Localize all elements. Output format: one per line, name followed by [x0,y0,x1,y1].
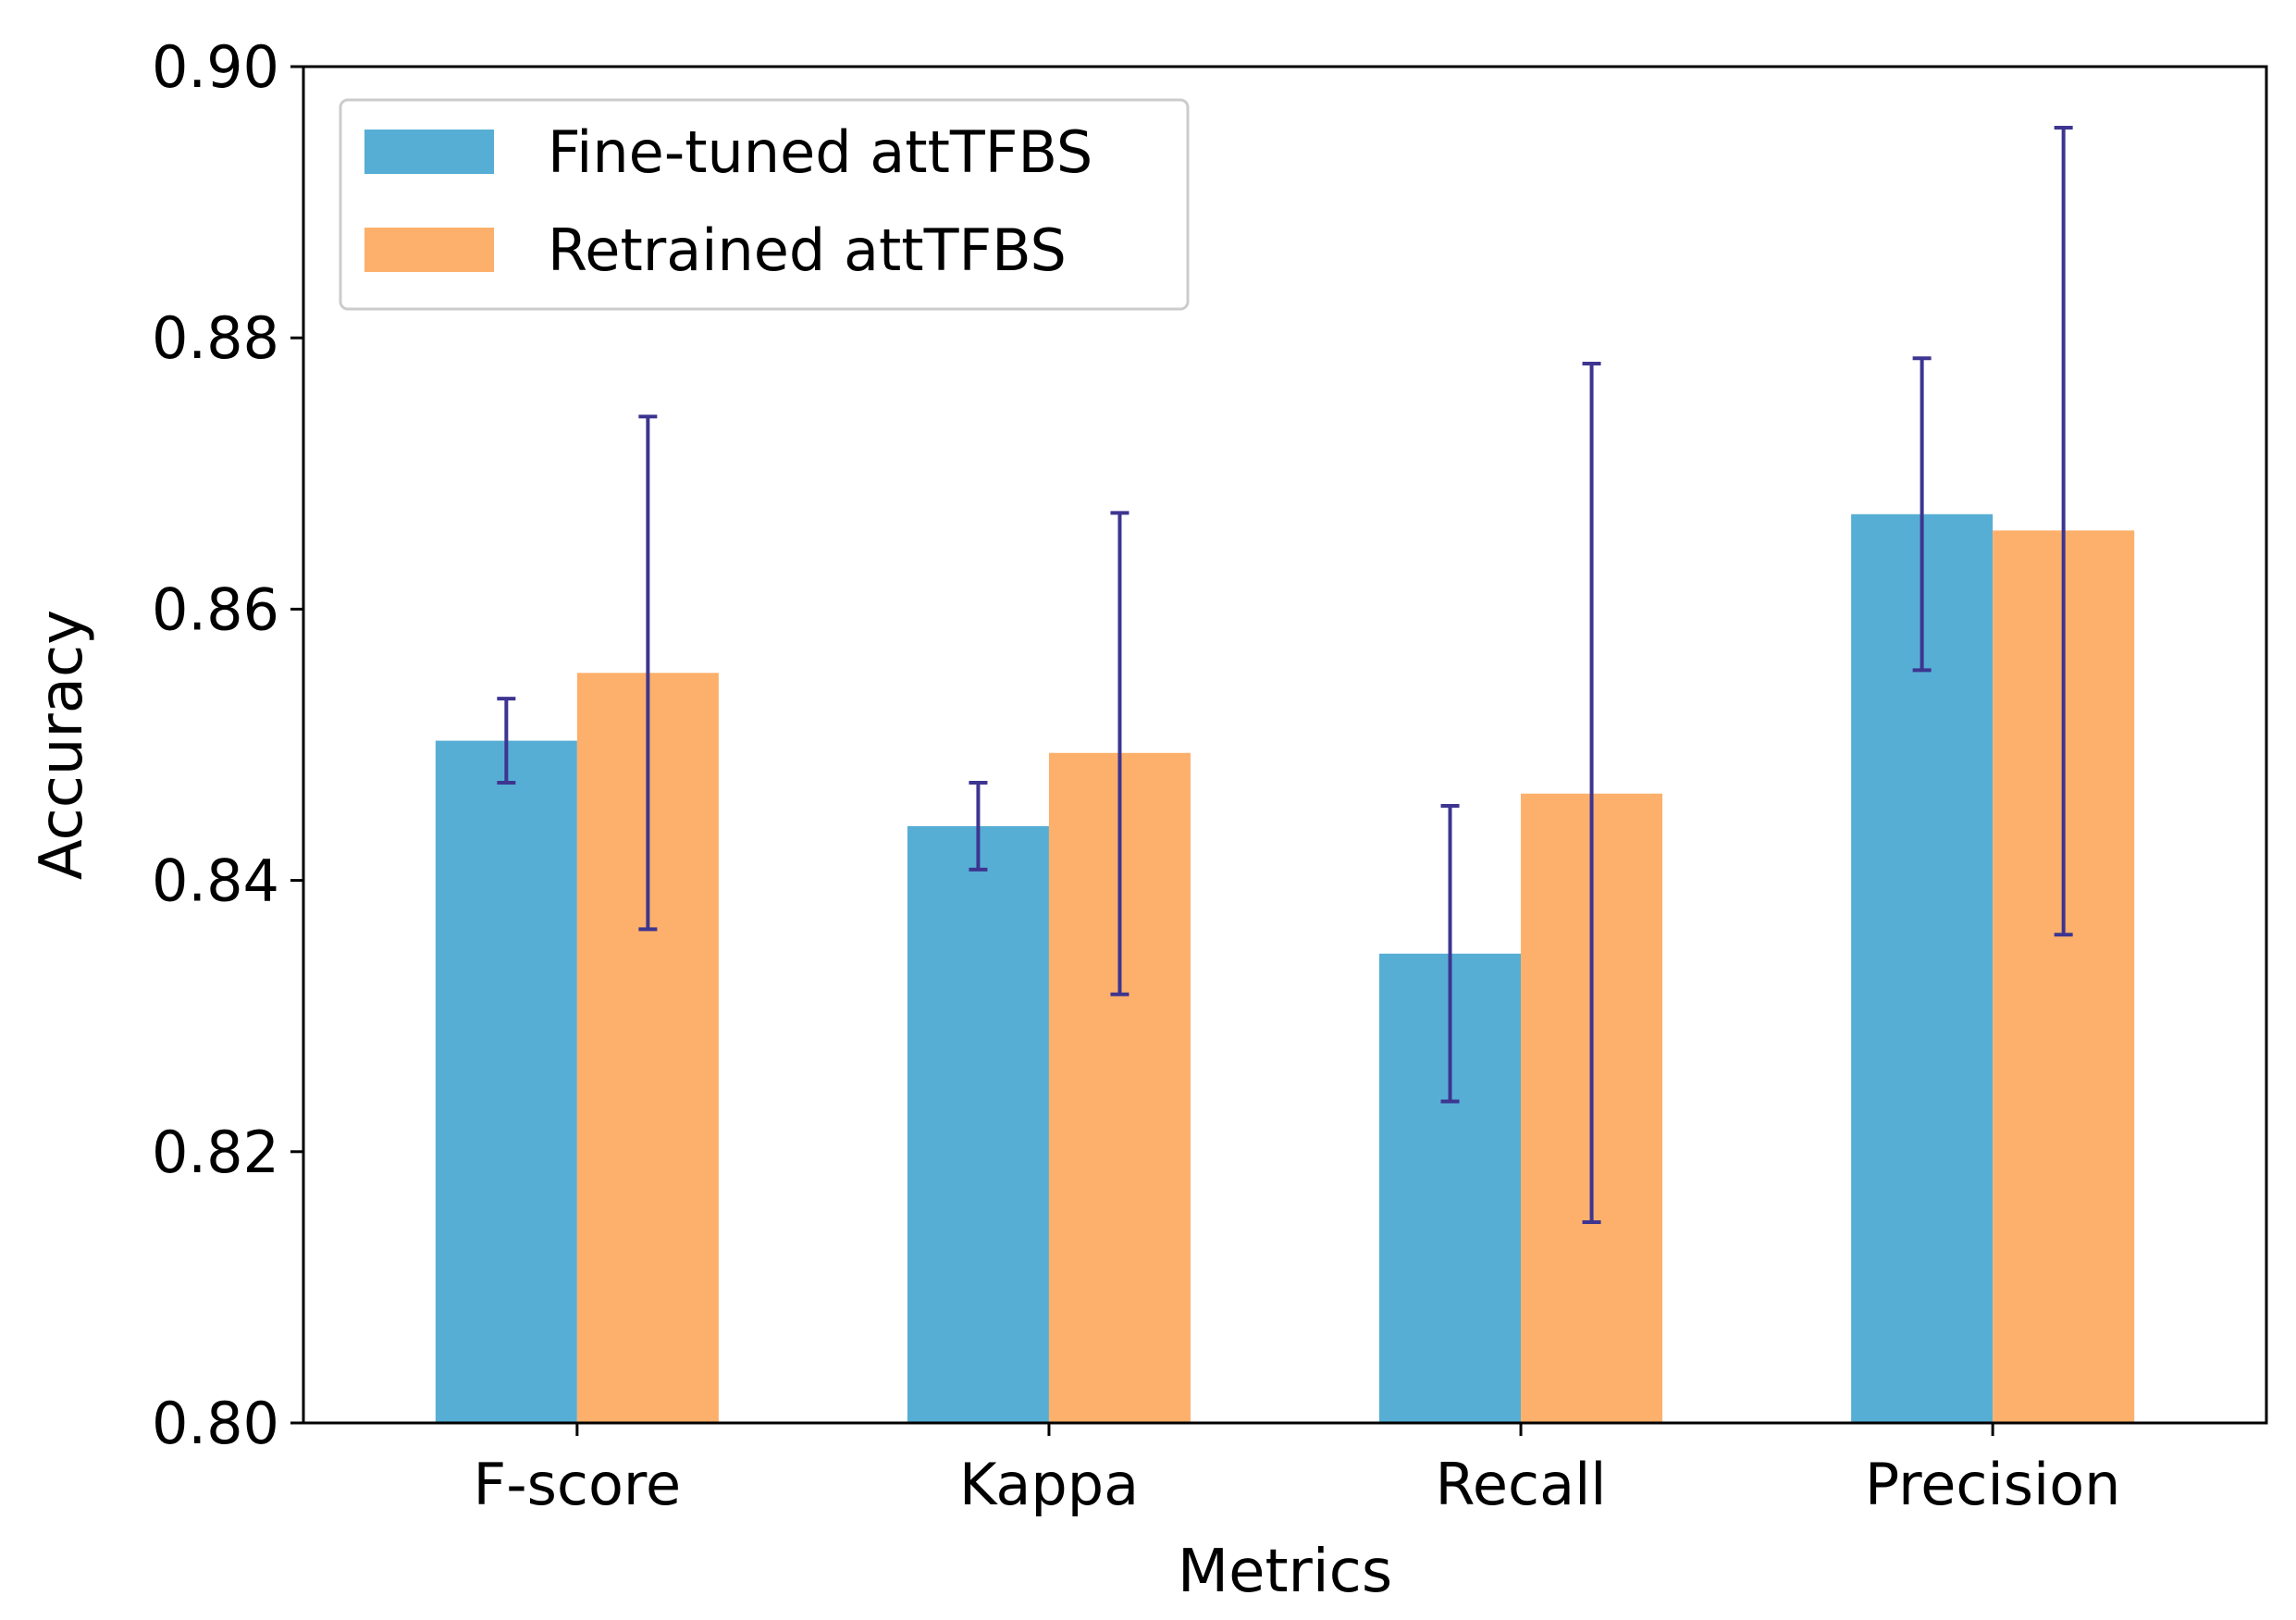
y-axis-label: Accuracy [28,610,96,880]
x-tick-label-recall: Recall [1436,1451,1607,1518]
legend-swatch-fine-tuned [364,130,494,174]
y-tick-label: 0.84 [152,847,279,915]
error-bar-fine-tuned-atttfbs-precision [1912,356,1932,673]
y-tick-label: 0.86 [152,575,279,643]
y-tick-label: 0.88 [152,304,279,372]
bar-fine-tuned-atttfbs-f-score [435,740,577,1423]
error-bar-fine-tuned-atttfbs-recall [1440,803,1460,1104]
bar-fine-tuned-atttfbs-kappa [907,825,1049,1423]
x-axis-label: Metrics [1178,1538,1392,1606]
x-axis: F-score Kappa Recall Precision [474,1423,2121,1518]
error-bar-retrained-atttfbs-recall [1582,362,1601,1225]
x-tick-label-precision: Precision [1865,1451,2121,1518]
y-tick-label: 0.90 [152,33,279,101]
error-bar-retrained-atttfbs-f-score [638,414,658,932]
error-bars-layer [497,125,2073,1225]
x-tick-label-f-score: F-score [474,1451,682,1518]
error-bar-retrained-atttfbs-kappa [1110,511,1129,996]
legend: Fine-tuned attTFBS Retrained attTFBS [339,98,1190,311]
legend-label-retrained: Retrained attTFBS [548,216,1067,284]
legend-label-fine-tuned: Fine-tuned attTFBS [548,118,1092,186]
bars-layer [435,513,2135,1423]
error-bar-fine-tuned-atttfbs-f-score [497,697,516,785]
y-axis: 0.80 0.82 0.84 0.86 0.88 0.90 [152,33,303,1457]
plot-frame [302,65,2268,1425]
x-tick-label-kappa: Kappa [959,1451,1139,1518]
error-bar-retrained-atttfbs-precision [2054,125,2073,937]
error-bar-fine-tuned-atttfbs-kappa [969,781,988,872]
legend-frame [339,98,1190,311]
y-tick-label: 0.82 [152,1119,279,1186]
legend-swatch-retrained [364,228,494,272]
y-tick-label: 0.80 [152,1390,279,1457]
